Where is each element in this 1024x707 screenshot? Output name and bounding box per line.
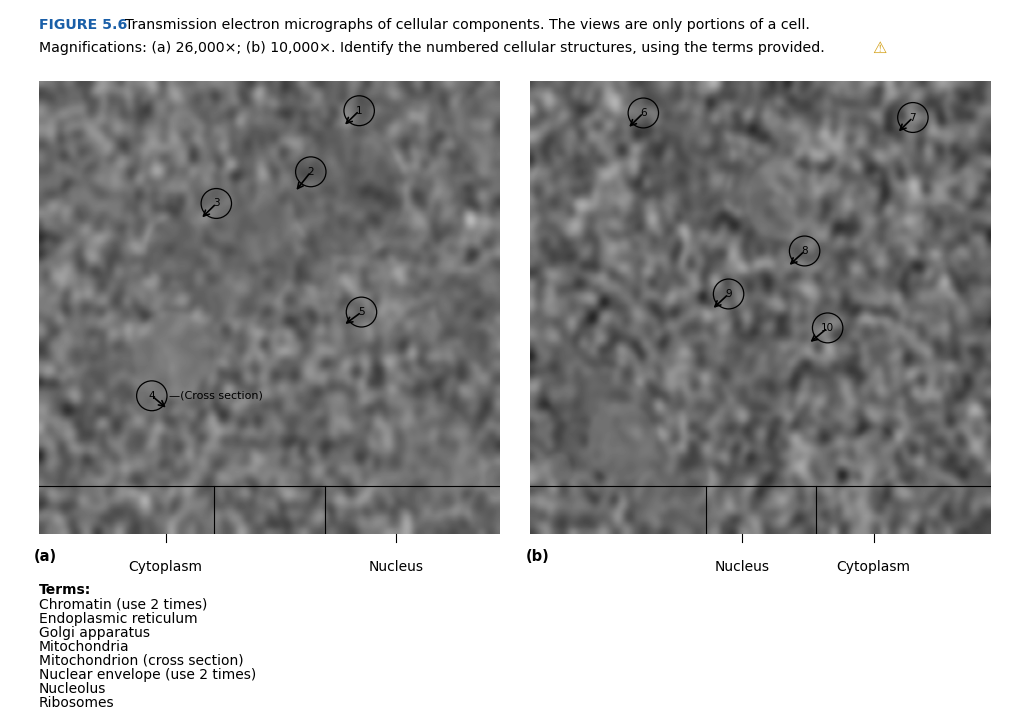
Text: Cytoplasm: Cytoplasm [837,560,910,574]
Text: Transmission electron micrographs of cellular components. The views are only por: Transmission electron micrographs of cel… [116,18,810,32]
Text: Nucleus: Nucleus [369,560,424,574]
Text: 1: 1 [356,106,362,116]
Text: Chromatin (use 2 times): Chromatin (use 2 times) [39,597,207,612]
Text: 5: 5 [358,307,365,317]
Text: Golgi apparatus: Golgi apparatus [39,626,150,640]
Text: 10: 10 [821,323,835,333]
Text: FIGURE 5.6: FIGURE 5.6 [39,18,127,32]
Text: (a): (a) [34,549,57,564]
Text: 6: 6 [640,108,646,118]
Text: Nuclear envelope (use 2 times): Nuclear envelope (use 2 times) [39,668,256,682]
Text: Ribosomes: Ribosomes [39,696,115,707]
Text: 4: 4 [148,391,155,401]
Text: 8: 8 [802,246,808,256]
Text: Mitochondria: Mitochondria [39,640,130,654]
Text: 9: 9 [725,289,732,299]
Text: Nucleus: Nucleus [715,560,770,574]
Text: 7: 7 [909,112,916,122]
Text: Magnifications: (a) 26,000×; (b) 10,000×. Identify the numbered cellular structu: Magnifications: (a) 26,000×; (b) 10,000×… [39,41,824,55]
Text: ⚠: ⚠ [872,41,887,56]
Text: Endoplasmic reticulum: Endoplasmic reticulum [39,612,198,626]
Text: Terms:: Terms: [39,583,91,597]
Text: Cytoplasm: Cytoplasm [129,560,203,574]
Text: (b): (b) [525,549,549,564]
Text: 3: 3 [213,199,219,209]
Text: Nucleolus: Nucleolus [39,682,106,696]
Text: Mitochondrion (cross section): Mitochondrion (cross section) [39,654,244,668]
Text: —(Cross section): —(Cross section) [169,391,263,401]
Text: 2: 2 [307,167,314,177]
